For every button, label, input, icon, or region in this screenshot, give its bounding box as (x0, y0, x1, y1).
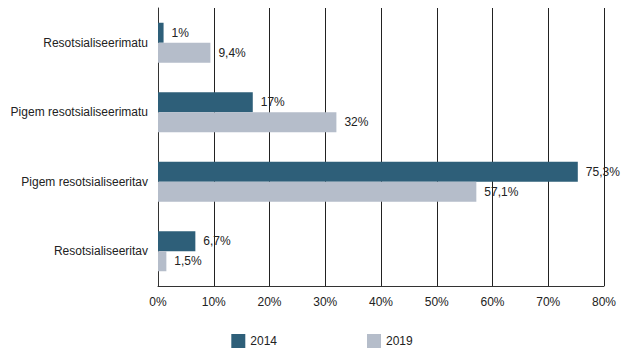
svg-text:6,7%: 6,7% (203, 234, 231, 248)
svg-text:10%: 10% (202, 295, 226, 309)
svg-text:75,3%: 75,3% (586, 165, 620, 179)
svg-text:Pigem resotsialiseeritav: Pigem resotsialiseeritav (21, 175, 148, 189)
svg-text:Pigem resotsialiseerimatu: Pigem resotsialiseerimatu (11, 105, 148, 119)
svg-text:9,4%: 9,4% (218, 46, 246, 60)
svg-text:Resotsialiseeritav: Resotsialiseeritav (54, 244, 148, 258)
svg-text:50%: 50% (425, 295, 449, 309)
svg-text:1,5%: 1,5% (174, 254, 202, 268)
svg-text:2019: 2019 (386, 334, 413, 348)
svg-text:70%: 70% (536, 295, 560, 309)
svg-text:80%: 80% (592, 295, 616, 309)
svg-text:0%: 0% (149, 295, 167, 309)
svg-text:30%: 30% (313, 295, 337, 309)
svg-text:60%: 60% (480, 295, 504, 309)
svg-text:40%: 40% (369, 295, 393, 309)
svg-text:Resotsialiseerimatu: Resotsialiseerimatu (43, 36, 148, 50)
svg-text:2014: 2014 (250, 334, 277, 348)
svg-text:57,1%: 57,1% (484, 185, 518, 199)
svg-text:17%: 17% (261, 95, 285, 109)
svg-text:1%: 1% (172, 26, 190, 40)
svg-text:32%: 32% (344, 115, 368, 129)
svg-text:20%: 20% (257, 295, 281, 309)
